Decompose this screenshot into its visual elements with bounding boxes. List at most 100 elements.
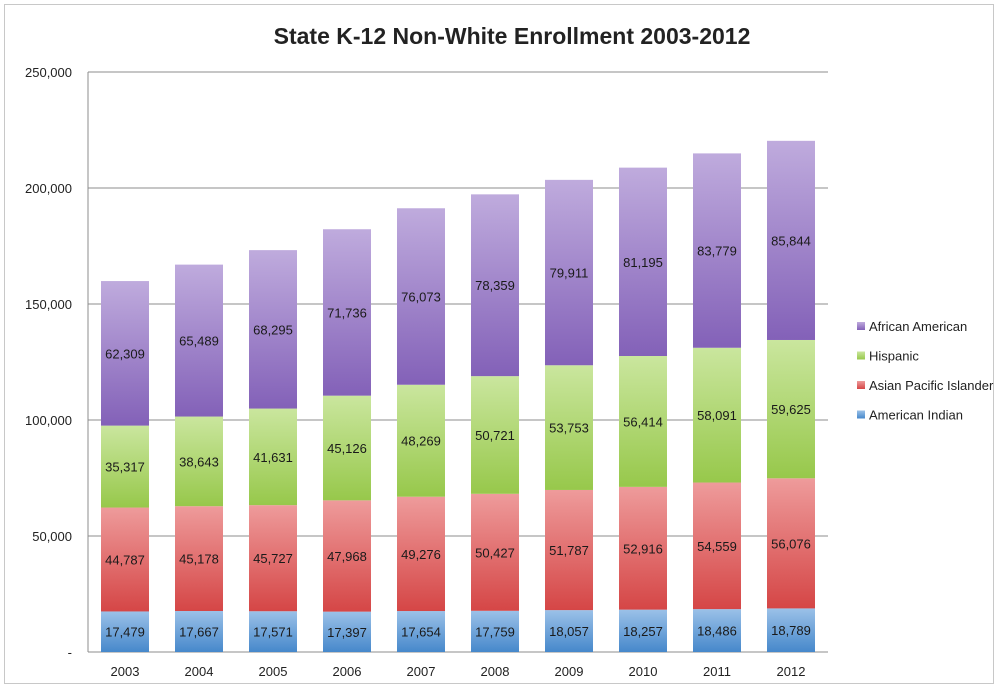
bar-segment — [693, 482, 741, 610]
data-label: 18,257 — [623, 624, 663, 639]
x-tick-label: 2011 — [703, 664, 731, 679]
x-tick-label: 2005 — [259, 664, 288, 679]
data-label: 35,317 — [105, 460, 145, 475]
data-label: 48,269 — [401, 434, 441, 449]
bar-segment — [471, 376, 519, 494]
x-tick-label: 2009 — [555, 664, 584, 679]
bar-segment — [175, 611, 223, 652]
data-label: 18,789 — [771, 623, 811, 638]
legend-swatch — [857, 351, 865, 360]
bar-segment — [693, 609, 741, 652]
y-tick-label: 150,000 — [25, 297, 72, 312]
data-label: 18,486 — [697, 624, 737, 639]
y-tick-label: 250,000 — [25, 65, 72, 80]
bar-segment — [397, 496, 445, 612]
bar-segment — [101, 425, 149, 508]
x-tick-label: 2008 — [481, 664, 510, 679]
bar-segment — [175, 506, 223, 612]
x-tick-label: 2003 — [111, 664, 140, 679]
bar-segment — [767, 339, 815, 479]
data-label: 79,911 — [550, 266, 589, 281]
bar-segment — [619, 355, 667, 487]
data-label: 52,916 — [623, 541, 663, 556]
x-tick-label: 2012 — [777, 664, 806, 679]
bar-segment — [545, 610, 593, 652]
legend-swatch — [857, 410, 865, 419]
data-label: 49,276 — [401, 547, 441, 562]
bar-segment — [545, 489, 593, 611]
data-label: 59,625 — [771, 402, 811, 417]
data-label: 44,787 — [105, 552, 145, 567]
data-label: 62,309 — [105, 346, 145, 361]
legend-label: Hispanic — [869, 349, 919, 364]
bar-segment — [545, 365, 593, 490]
bar-segment — [101, 507, 149, 612]
data-label: 56,414 — [623, 414, 663, 429]
data-label: 50,721 — [475, 428, 515, 443]
x-axis: 2003 2004 2005 2006 2007 2008 2009 2010 2011 2012 — [111, 664, 806, 679]
legend-swatch — [857, 322, 865, 330]
bar-segment — [101, 611, 149, 652]
data-label: 81,195 — [623, 255, 663, 270]
data-label: 76,073 — [401, 289, 441, 304]
bar-segment — [249, 505, 297, 612]
data-label: 18,057 — [549, 624, 589, 639]
y-tick-label: 50,000 — [32, 529, 72, 544]
data-label: 78,359 — [475, 278, 515, 293]
data-label: 54,559 — [697, 539, 737, 554]
bar-segment — [767, 608, 815, 652]
bar-segment — [471, 194, 519, 377]
data-label: 53,753 — [549, 421, 589, 436]
bar-segment — [397, 384, 445, 497]
legend: African American Hispanic Asian Pacific Is… — [857, 319, 994, 423]
legend-label: African American — [869, 319, 967, 334]
bars — [101, 140, 815, 652]
bar-segment — [397, 208, 445, 385]
data-label: 47,968 — [327, 549, 367, 564]
bar-segment — [323, 229, 371, 396]
data-label: 17,667 — [179, 625, 219, 640]
bar-segment — [767, 478, 815, 609]
data-label: 65,489 — [179, 334, 219, 349]
bar-segment — [249, 250, 297, 409]
data-label: 85,844 — [771, 233, 811, 248]
data-label: 68,295 — [253, 322, 293, 337]
bar-segment — [249, 611, 297, 652]
data-label: 56,076 — [771, 536, 811, 551]
y-tick-label: 200,000 — [25, 181, 72, 196]
bar-segment — [693, 347, 741, 483]
data-label: 58,091 — [697, 408, 737, 423]
data-label: 45,178 — [179, 552, 219, 567]
bar-segment — [323, 611, 371, 652]
data-label: 51,787 — [549, 543, 589, 558]
bar-segment — [471, 610, 519, 652]
data-label: 17,759 — [475, 624, 515, 639]
data-label: 45,126 — [327, 441, 367, 456]
data-label: 45,727 — [253, 551, 293, 566]
data-labels: 17,479 44,787 35,317 62,309 17,667 45,178 38,6… — [105, 233, 811, 639]
y-axis: - 50,000 100,000 150,000 200,000 250,000 — [25, 65, 72, 660]
x-tick-label: 2007 — [407, 664, 436, 679]
x-tick-label: 2006 — [333, 664, 362, 679]
data-label: 83,779 — [697, 244, 737, 259]
data-label: 41,631 — [253, 450, 293, 465]
bar-segment — [619, 486, 667, 610]
data-label: 17,654 — [401, 625, 441, 640]
data-label: 17,397 — [327, 625, 367, 640]
y-tick-label: - — [68, 645, 72, 660]
data-label: 38,643 — [179, 454, 219, 469]
bar-segment — [175, 416, 223, 507]
chart-title: State K-12 Non-White Enrollment 2003-201… — [274, 23, 751, 49]
bar-segment — [323, 395, 371, 501]
legend-label: American Indian — [869, 408, 963, 423]
bar-segment — [323, 500, 371, 612]
data-label: 71,736 — [327, 305, 367, 320]
bar-segment — [101, 281, 149, 426]
y-tick-label: 100,000 — [25, 413, 72, 428]
bar-segment — [397, 611, 445, 652]
bar-segment — [767, 140, 815, 340]
bar-segment — [471, 493, 519, 611]
bar-segment — [545, 179, 593, 366]
legend-label: Asian Pacific Islander — [869, 378, 994, 393]
